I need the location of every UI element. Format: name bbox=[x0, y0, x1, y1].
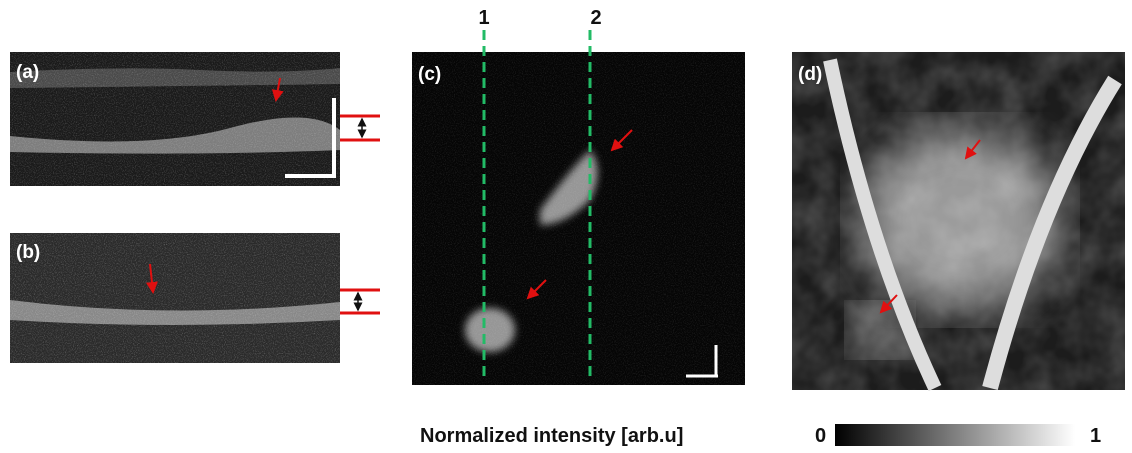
panel-c: 1 2 (c) bbox=[412, 7, 745, 385]
scan-line-label: 1 bbox=[478, 7, 489, 29]
panel-b: (b) bbox=[10, 233, 380, 363]
colorbar-min: 0 bbox=[815, 425, 826, 447]
panel-a: (a) bbox=[10, 52, 380, 186]
colorbar-label: Normalized intensity [arb.u] bbox=[420, 425, 683, 447]
colorbar-gradient bbox=[835, 424, 1075, 446]
panel-label: (a) bbox=[16, 62, 39, 83]
scan-line-label: 2 bbox=[590, 7, 601, 29]
panel-label: (b) bbox=[16, 242, 40, 263]
colorbar-max: 1 bbox=[1090, 425, 1101, 447]
panel-label: (c) bbox=[418, 64, 441, 85]
colorbar: Normalized intensity [arb.u] 0 1 bbox=[420, 424, 1101, 447]
panel-d: (d) bbox=[792, 52, 1125, 391]
panel-label: (d) bbox=[798, 64, 822, 85]
